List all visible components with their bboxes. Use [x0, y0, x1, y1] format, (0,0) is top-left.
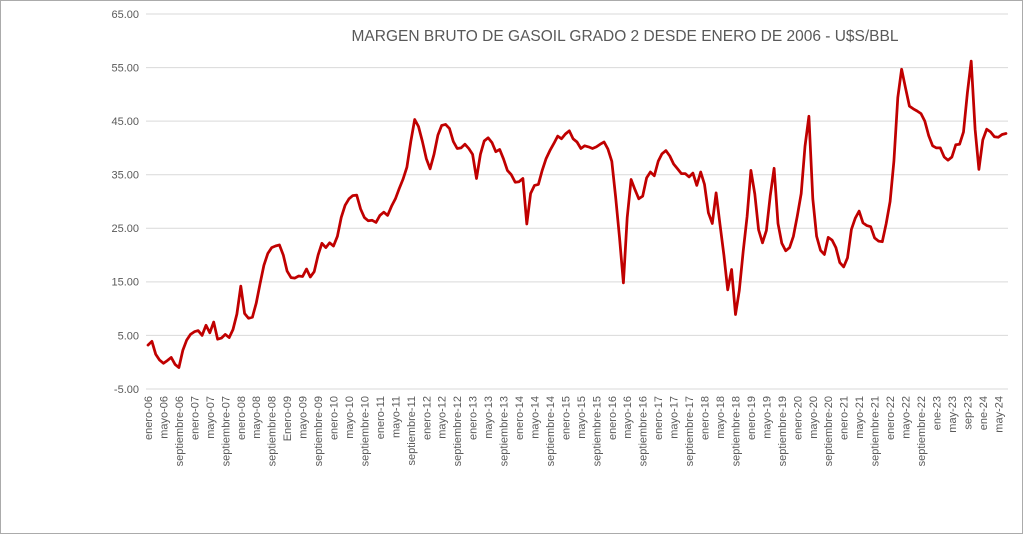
y-tick-label: 25.00	[111, 223, 139, 235]
x-tick-label: mayo-08	[251, 396, 263, 439]
x-tick-label: mayo-18	[715, 396, 727, 439]
x-tick-label: enero-15	[560, 396, 572, 440]
x-tick-label: sep-23	[962, 396, 974, 430]
x-tick-label: mayo-19	[761, 396, 773, 439]
x-tick-label: septiembre-17	[684, 396, 696, 466]
x-tick-label: septiembre-11	[406, 396, 418, 466]
x-tick-label: enero-22	[885, 396, 897, 440]
x-tick-label: enero-07	[189, 396, 201, 440]
x-tick-label: enero-08	[236, 396, 248, 440]
x-tick-label: septiembre-09	[313, 396, 325, 466]
x-tick-label: ene-24	[978, 396, 990, 430]
x-tick-label: mayo-22	[901, 396, 913, 439]
x-tick-label: mayo-12	[437, 396, 449, 439]
x-tick-label: septiembre-16	[638, 396, 650, 466]
x-tick-label: septiembre-18	[730, 396, 742, 466]
x-tick-label: enero-21	[839, 396, 851, 440]
x-tick-label: septiembre-15	[591, 396, 603, 466]
x-tick-label: septiembre-06	[174, 396, 186, 466]
y-tick-label: 35.00	[111, 170, 139, 182]
series-line-gasoil-margin	[146, 59, 1008, 369]
x-tick-label: septiembre-10	[359, 396, 371, 466]
x-tick-label: enero-11	[375, 396, 387, 439]
x-tick-label: septiembre-14	[545, 396, 557, 466]
x-tick-label: mayo-20	[808, 396, 820, 439]
x-tick-label: mayo-14	[529, 396, 541, 439]
x-tick-label: septiembre-22	[916, 396, 928, 466]
x-tick-label: septiembre-12	[452, 396, 464, 466]
x-tick-label: mayo-11	[390, 396, 402, 438]
x-tick-label: enero-14	[514, 396, 526, 440]
x-tick-label: mayo-10	[344, 396, 356, 439]
x-tick-label: mayo-06	[158, 396, 170, 439]
x-axis-labels: enero-06 mayo-06 septiembre-06 enero-07 mayo…	[143, 396, 1005, 466]
x-tick-label: septiembre-13	[499, 396, 511, 466]
chart-title: MARGEN BRUTO DE GASOIL GRADO 2 DESDE ENE…	[352, 28, 899, 45]
x-tick-label: septiembre-07	[220, 396, 232, 466]
x-tick-label: enero-12	[421, 396, 433, 440]
x-tick-label: septiembre-08	[267, 396, 279, 466]
gridlines	[146, 13, 1008, 390]
x-tick-label: enero-06	[143, 396, 155, 440]
x-tick-label: enero-17	[653, 396, 665, 440]
x-tick-label: ene-23	[931, 396, 943, 430]
x-tick-label: mayo-13	[483, 396, 495, 439]
y-tick-label: -5.00	[114, 384, 139, 396]
x-tick-label: Enero-09	[282, 396, 294, 441]
x-tick-label: mayo-16	[622, 396, 634, 439]
x-tick-label: mayo-07	[205, 396, 217, 439]
x-tick-label: enero-18	[700, 396, 712, 440]
x-tick-label: enero-20	[792, 396, 804, 440]
x-tick-label: mayo-09	[298, 396, 310, 439]
x-tick-label: enero-13	[468, 396, 480, 440]
x-tick-label: mayo-17	[669, 396, 681, 439]
x-tick-label: septiembre-19	[777, 396, 789, 466]
y-tick-label: 45.00	[111, 116, 139, 128]
x-tick-label: septiembre-20	[823, 396, 835, 466]
x-tick-label: enero-16	[607, 396, 619, 440]
x-tick-label: mayo-21	[854, 396, 866, 439]
x-tick-label: septiembre-21	[870, 396, 882, 466]
x-tick-label: may-24	[993, 396, 1005, 433]
y-tick-label: 55.00	[111, 62, 139, 74]
y-axis-labels: 65.00 55.00 45.00 35.00 25.00 15.00 5.00 -5.00	[111, 9, 139, 396]
y-tick-label: 65.00	[111, 9, 139, 21]
y-tick-label: 15.00	[111, 277, 139, 289]
x-tick-label: enero-19	[746, 396, 758, 440]
x-tick-label: may-23	[947, 396, 959, 433]
y-tick-label: 5.00	[118, 330, 139, 342]
x-tick-label: enero-10	[329, 396, 341, 440]
x-tick-label: mayo-15	[576, 396, 588, 439]
